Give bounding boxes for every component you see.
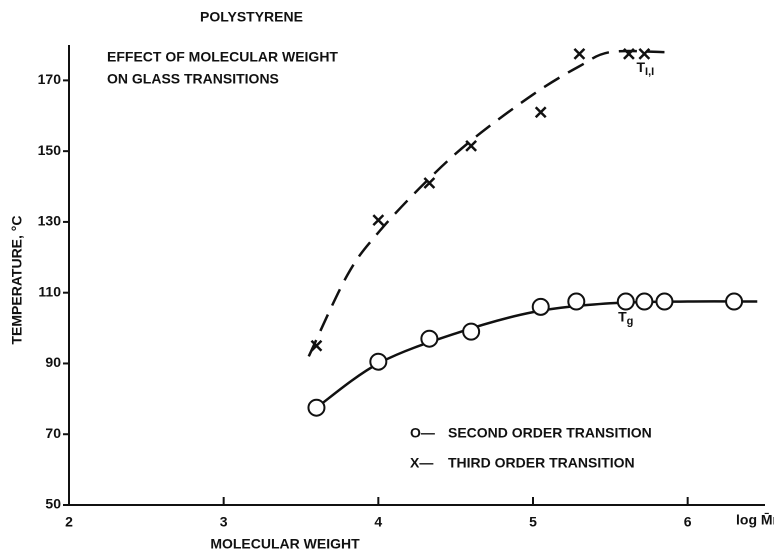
x-tick-label: 6	[684, 514, 692, 530]
marker-x	[423, 177, 436, 189]
curve-label-sub: I,I	[645, 66, 654, 78]
y-tick-label: 90	[45, 354, 61, 370]
x-tick-label: 3	[220, 514, 228, 530]
curve-label: Tg	[618, 308, 633, 327]
marker-x	[534, 106, 547, 119]
y-tick-label: 50	[45, 496, 61, 512]
curve	[307, 49, 665, 357]
y-tick-label: 110	[38, 283, 61, 299]
x-tick-label: 4	[374, 514, 382, 530]
chart-title: POLYSTYRENE	[200, 9, 303, 25]
marker-x	[623, 47, 635, 60]
curve-label: TI,I	[636, 59, 654, 78]
chart-subtitle: ON GLASS TRANSITIONS	[107, 71, 279, 87]
legend-label: SECOND ORDER TRANSITION	[448, 425, 652, 441]
chart-subtitle: EFFECT OF MOLECULAR WEIGHT	[107, 49, 338, 65]
y-tick-label: 130	[38, 213, 62, 229]
marker-circle	[655, 292, 674, 311]
marker-circle	[635, 292, 654, 311]
y-tick-label: 70	[45, 425, 61, 441]
marker-x	[638, 47, 651, 60]
marker-circle	[531, 297, 550, 316]
x-tick-label: 2	[65, 514, 73, 530]
marker-circle	[462, 322, 481, 341]
marker-circle	[567, 292, 586, 311]
marker-x	[465, 139, 478, 152]
x-axis-label: MOLECULAR WEIGHT	[210, 536, 360, 552]
marker-x	[310, 339, 323, 352]
marker-circle	[616, 292, 635, 311]
y-tick-label: 150	[38, 142, 62, 158]
x-tick-label: 5	[529, 514, 537, 530]
legend-label: THIRD ORDER TRANSITION	[448, 455, 635, 471]
curve-label-main: T	[618, 308, 627, 324]
x-axis-unit: log M̄n	[736, 511, 774, 528]
legend-symbol: X—	[410, 455, 433, 471]
marker-circle	[369, 352, 388, 371]
marker-x	[573, 47, 586, 60]
curve-label-sub: g	[627, 315, 634, 327]
y-axis-label: TEMPERATURE, °C	[9, 215, 25, 344]
marker-circle	[725, 292, 744, 311]
marker-circle	[420, 329, 439, 348]
curve-label-main: T	[636, 59, 645, 75]
marker-circle	[307, 398, 326, 417]
y-tick-label: 170	[38, 71, 62, 87]
legend-symbol: O—	[410, 425, 435, 441]
marker-x	[372, 214, 385, 227]
